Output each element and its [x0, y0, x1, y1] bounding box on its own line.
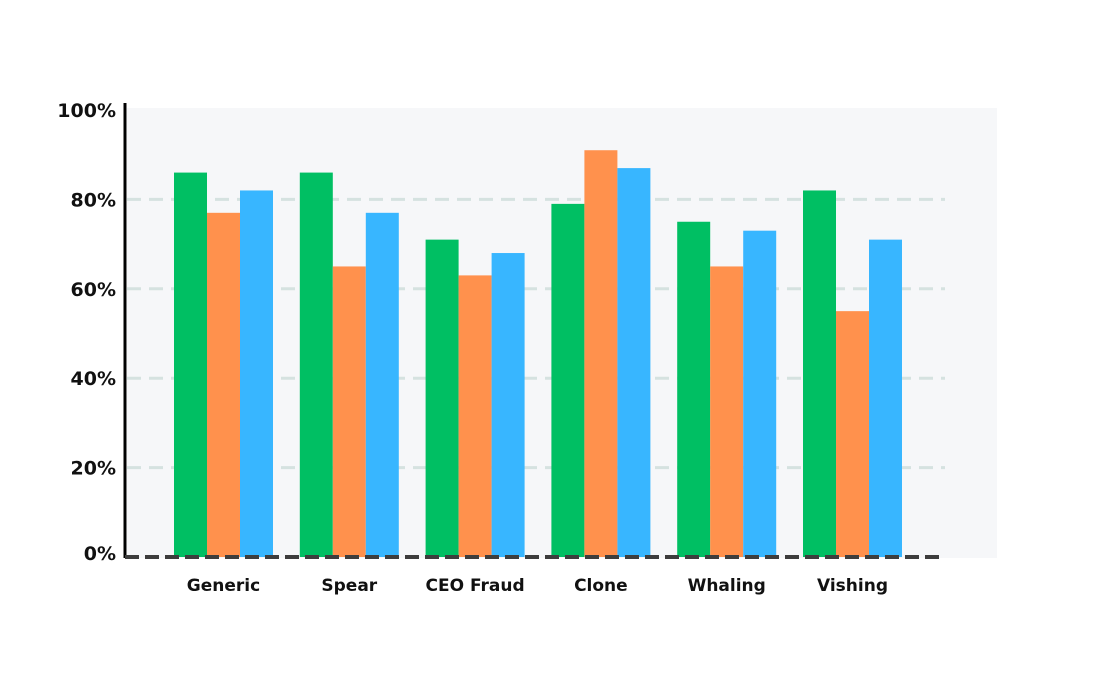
bar-vishing-series-1 [803, 190, 836, 557]
y-tick-label: 0% [84, 543, 116, 565]
bar-spear-series-2 [332, 266, 366, 557]
y-tick-label: 40% [71, 368, 116, 390]
bar-spear-series-3 [365, 212, 399, 557]
bar-ceo-fraud-series-2 [458, 275, 492, 557]
x-category-label: Spear [321, 576, 377, 596]
bar-whaling-series-3 [743, 230, 777, 557]
y-tick-label: 80% [71, 189, 116, 211]
x-category-label: Whaling [688, 576, 766, 596]
bar-vishing-series-2 [836, 311, 869, 557]
x-category-label: Clone [574, 576, 628, 596]
x-category-label: Generic [187, 576, 260, 596]
bar-generic-series-3 [240, 190, 273, 557]
bar-ceo-fraud-series-1 [425, 239, 459, 557]
bar-ceo-fraud-series-3 [491, 253, 525, 558]
bar-generic-series-1 [174, 172, 207, 557]
bar-whaling-series-2 [710, 266, 744, 557]
bar-clone-series-3 [617, 168, 651, 558]
bar-vishing-series-3 [869, 239, 902, 557]
y-tick-label: 60% [71, 279, 116, 301]
bar-clone-series-2 [584, 150, 618, 558]
bar-spear-series-1 [299, 172, 333, 557]
x-category-label: Vishing [817, 576, 888, 596]
bar-generic-series-2 [207, 212, 240, 557]
y-tick-label: 20% [71, 458, 116, 480]
y-tick-labels: 0% 20% 40% 60% 80% 100% [57, 100, 116, 565]
x-category-label: CEO Fraud [426, 576, 525, 596]
x-category-labels: Generic Spear CEO Fraud Clone Whaling Vishing [187, 576, 888, 596]
y-tick-label: 100% [57, 100, 116, 122]
bar-whaling-series-1 [677, 221, 711, 557]
bars [174, 150, 902, 558]
bar-clone-series-1 [551, 203, 585, 557]
